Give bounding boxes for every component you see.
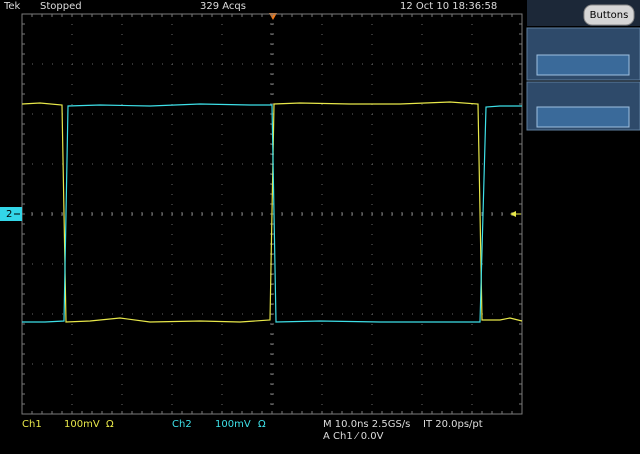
ch1-scale: 100mV: [64, 419, 100, 430]
date-time: 12 Oct 10 18:36:58: [400, 1, 497, 12]
ch2-scale: 100mV: [215, 419, 251, 430]
side-panel-1-field[interactable]: [536, 54, 630, 76]
interpolation: IT 20.0ps/pt: [423, 419, 483, 430]
buttons-button[interactable]: [583, 4, 635, 26]
acq-count: 329 Acqs: [200, 1, 246, 12]
ch1-coupling: Ω: [106, 419, 114, 430]
ch2-marker-label: 2: [6, 209, 12, 220]
trigger-level: [510, 211, 516, 217]
side-panel-2-field[interactable]: [536, 106, 630, 128]
ch2-waveform: [22, 103, 522, 323]
brand: Tek: [3, 1, 21, 12]
trigger-readout: A Ch1 ⁄ 0.0V: [323, 431, 384, 442]
acq-state: Stopped: [40, 1, 82, 12]
buttons-label[interactable]: Buttons: [590, 10, 629, 21]
ch2-marker: [0, 207, 22, 221]
ch2-name: Ch2: [172, 419, 192, 430]
trigger-position: [269, 13, 277, 20]
timebase: M 10.0ns 2.5GS/s: [323, 419, 410, 430]
ch2-coupling: Ω: [258, 419, 266, 430]
ch1-name: Ch1: [22, 419, 42, 430]
